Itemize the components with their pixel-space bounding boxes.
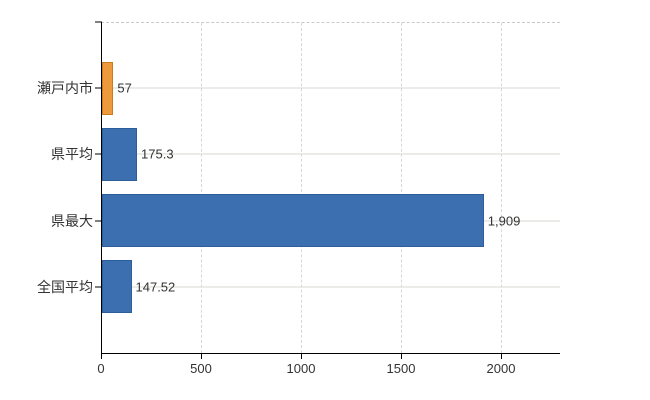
y-axis-tick	[95, 21, 102, 23]
bar-pref-average[interactable]	[102, 127, 138, 181]
x-tick-label: 500	[190, 361, 212, 376]
y-axis-line	[101, 22, 102, 353]
value-label: 1,909	[487, 213, 521, 229]
bar-pref-max[interactable]	[102, 194, 484, 248]
x-tick-label: 0	[97, 361, 105, 376]
bar-national-average[interactable]	[102, 260, 132, 314]
x-tick-label: 1000	[286, 361, 316, 376]
category-label: 全国平均	[37, 278, 93, 295]
x-axis-tick	[501, 353, 502, 359]
x-axis-tick	[301, 353, 302, 359]
x-axis-line	[101, 353, 560, 354]
x-axis-tick	[201, 353, 202, 359]
vertical-gridline	[301, 23, 302, 353]
vertical-gridline	[401, 23, 402, 353]
x-axis-tick	[401, 353, 402, 359]
x-tick-label: 2000	[486, 361, 516, 376]
x-tick-label: 1500	[386, 361, 416, 376]
y-axis-tick	[95, 220, 102, 222]
value-label: 57	[117, 80, 132, 96]
y-axis-tick	[95, 286, 102, 288]
y-axis-tick	[95, 87, 102, 89]
y-axis-tick	[95, 153, 102, 155]
category-label: 県最大	[51, 212, 93, 229]
bar-setouchi[interactable]	[102, 61, 114, 115]
value-label: 147.52	[135, 279, 176, 295]
horizontal-gridline	[102, 153, 560, 155]
vertical-gridline	[501, 23, 502, 353]
vertical-gridline	[201, 23, 202, 353]
value-label: 175.3	[141, 146, 174, 162]
horizontal-gridline	[102, 286, 560, 288]
category-label: 瀬戸内市	[37, 80, 93, 97]
category-label: 県平均	[51, 146, 93, 163]
plot-top-border	[101, 22, 560, 23]
x-axis-tick	[101, 353, 102, 359]
horizontal-gridline	[102, 87, 560, 89]
